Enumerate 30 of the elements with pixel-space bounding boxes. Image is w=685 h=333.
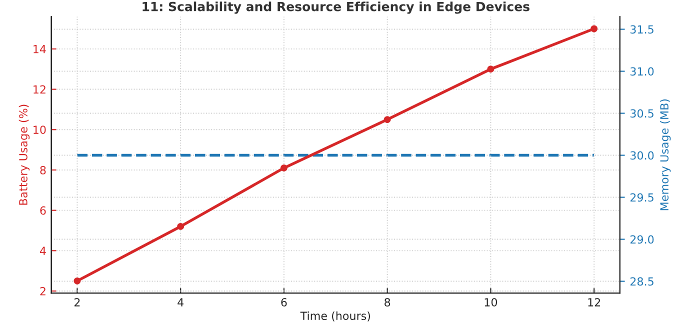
- x-tick-label: 6: [281, 298, 287, 306]
- y2-tick-label: 30.5: [630, 109, 654, 118]
- x-tick-label: 10: [484, 298, 498, 306]
- point: [590, 25, 598, 32]
- y2-tick-label: 31.5: [630, 25, 654, 34]
- y-tick-label: 8: [40, 166, 46, 174]
- x-tick-label: 4: [178, 298, 184, 306]
- y-tick-label: 12: [34, 85, 46, 94]
- y2-tick-label: 31.0: [630, 67, 654, 76]
- point: [384, 116, 391, 124]
- y2-tick-label: 29.0: [630, 235, 654, 244]
- y-tick-label: 14: [34, 45, 46, 54]
- point: [74, 277, 81, 284]
- point: [280, 164, 288, 172]
- point: [177, 222, 184, 230]
- y-axis-title: Battery Usage (%): [18, 104, 30, 205]
- chart-title: 11: Scalability and Resource Efficiency in Edge Devices: [142, 2, 530, 14]
- y2-tick-label: 29.5: [630, 193, 654, 202]
- y-tick-label: 2: [40, 286, 46, 296]
- y-tick-label: 10: [34, 126, 46, 134]
- y-tick-label: 4: [40, 246, 46, 255]
- x-tick-label: 12: [588, 298, 600, 306]
- x-tick-label: 2: [74, 298, 80, 306]
- y2-tick-label: 28.5: [630, 277, 654, 286]
- y2-tick-label: 30.0: [630, 151, 654, 160]
- point: [487, 66, 494, 73]
- y2-axis-title: Memory Usage (MB): [660, 99, 671, 210]
- x-tick-label: 8: [384, 298, 390, 306]
- y-tick-label: 6: [40, 206, 46, 215]
- x-axis-title: Time (hours): [300, 311, 370, 322]
